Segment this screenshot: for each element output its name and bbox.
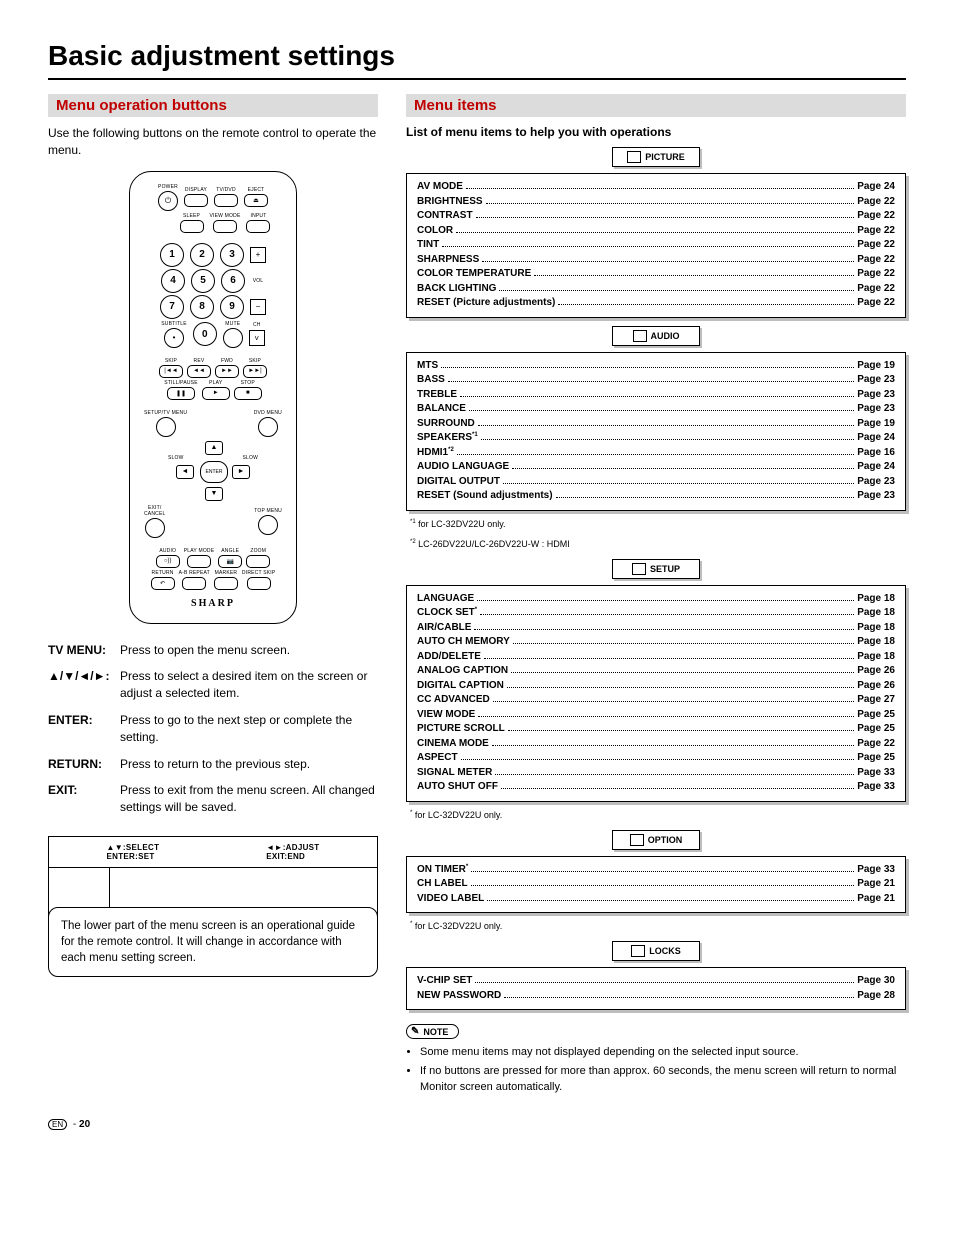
menu-item: CH LABEL Page 21 [417,877,895,892]
menu-item: SURROUND Page 19 [417,417,895,432]
menu-item: DIGITAL OUTPUT Page 23 [417,475,895,490]
menu-item: ASPECT Page 25 [417,751,895,766]
menu-item: BALANCE Page 23 [417,402,895,417]
notes-list: Some menu items may not displayed depend… [406,1045,906,1095]
menu-box: ON TIMER* Page 33CH LABEL Page 21VIDEO L… [406,856,906,914]
button-description: ENTER:Press to go to the next step or co… [48,712,378,746]
menu-item: ON TIMER* Page 33 [417,863,895,878]
menu-item: RESET (Picture adjustments) Page 22 [417,296,895,311]
intro-text: Use the following buttons on the remote … [48,125,378,159]
menu-items-subhead: List of menu items to help you with oper… [406,125,906,139]
menu-item: PICTURE SCROLL Page 25 [417,722,895,737]
menu-item: SIGNAL METER Page 33 [417,766,895,781]
guide-callout: The lower part of the menu screen is an … [48,907,378,977]
menu-item: BRIGHTNESS Page 22 [417,195,895,210]
footnote: * for LC-32DV22U only. [410,921,906,931]
menu-item: TREBLE Page 23 [417,388,895,403]
menu-item: CC ADVANCED Page 27 [417,693,895,708]
button-description: RETURN:Press to return to the previous s… [48,756,378,773]
category-picture: PICTURE [612,147,700,167]
menu-item: AUTO CH MEMORY Page 18 [417,635,895,650]
button-description: TV MENU:Press to open the menu screen. [48,642,378,659]
category-setup: SETUP [612,559,700,579]
menu-item: HDMI1*2 Page 16 [417,446,895,461]
menu-item: CINEMA MODE Page 22 [417,737,895,752]
menu-item: RESET (Sound adjustments) Page 23 [417,489,895,504]
menu-item: VIDEO LABEL Page 21 [417,892,895,907]
pin-icon: ✎ [411,1026,419,1037]
menu-item: COLOR Page 22 [417,224,895,239]
footnote: *2 LC-26DV22U/LC-26DV22U-W : HDMI [410,539,906,549]
title-rule [48,78,906,80]
menu-item: BASS Page 23 [417,373,895,388]
menu-box: MTS Page 19BASS Page 23TREBLE Page 23BAL… [406,352,906,511]
brand-logo: SHARP [138,598,288,609]
note-label: ✎ NOTE [406,1024,459,1039]
button-description: ▲/▼/◄/►:Press to select a desired item o… [48,668,378,702]
menu-item: VIEW MODE Page 25 [417,708,895,723]
menu-item: ANALOG CAPTION Page 26 [417,664,895,679]
button-description: EXIT:Press to exit from the menu screen.… [48,782,378,816]
page-number: EN - 20 [48,1119,906,1130]
page-title: Basic adjustment settings [48,40,906,74]
menu-item: MTS Page 19 [417,359,895,374]
legend-adjust: ◄►:ADJUST EXIT:END [266,843,319,861]
menu-item: ADD/DELETE Page 18 [417,650,895,665]
category-locks: LOCKS [612,941,700,961]
menu-item: DIGITAL CAPTION Page 26 [417,679,895,694]
section-menu-items: Menu items [406,94,906,117]
menu-box: V-CHIP SET Page 30NEW PASSWORD Page 28 [406,967,906,1010]
menu-item: COLOR TEMPERATURE Page 22 [417,267,895,282]
legend-select: ▲▼:SELECT ENTER:SET [107,843,160,861]
menu-guide-box: ▲▼:SELECT ENTER:SET ◄►:ADJUST EXIT:END [48,836,378,917]
menu-item: AIR/CABLE Page 18 [417,621,895,636]
menu-item: CLOCK SET* Page 18 [417,606,895,621]
menu-item: TINT Page 22 [417,238,895,253]
menu-box: LANGUAGE Page 18CLOCK SET* Page 18AIR/CA… [406,585,906,802]
note-item: Some menu items may not displayed depend… [420,1045,906,1060]
section-menu-operation-buttons: Menu operation buttons [48,94,378,117]
menu-item: CONTRAST Page 22 [417,209,895,224]
footnote: * for LC-32DV22U only. [410,810,906,820]
menu-item: LANGUAGE Page 18 [417,592,895,607]
menu-item: AV MODE Page 24 [417,180,895,195]
menu-item: SPEAKERS*1 Page 24 [417,431,895,446]
menu-item: BACK LIGHTING Page 22 [417,282,895,297]
menu-item: AUDIO LANGUAGE Page 24 [417,460,895,475]
menu-item: SHARPNESS Page 22 [417,253,895,268]
menu-item: NEW PASSWORD Page 28 [417,989,895,1004]
menu-item: AUTO SHUT OFF Page 33 [417,780,895,795]
menu-item: V-CHIP SET Page 30 [417,974,895,989]
category-audio: AUDIO [612,326,700,346]
remote-control-diagram: POWER⏻ DISPLAY TV/DVD EJECT⏏ SLEEP VIEW … [129,171,297,624]
category-option: OPTION [612,830,700,850]
note-item: If no buttons are pressed for more than … [420,1064,906,1095]
footnote: *1 for LC-32DV22U only. [410,519,906,529]
menu-box: AV MODE Page 24BRIGHTNESS Page 22CONTRAS… [406,173,906,318]
